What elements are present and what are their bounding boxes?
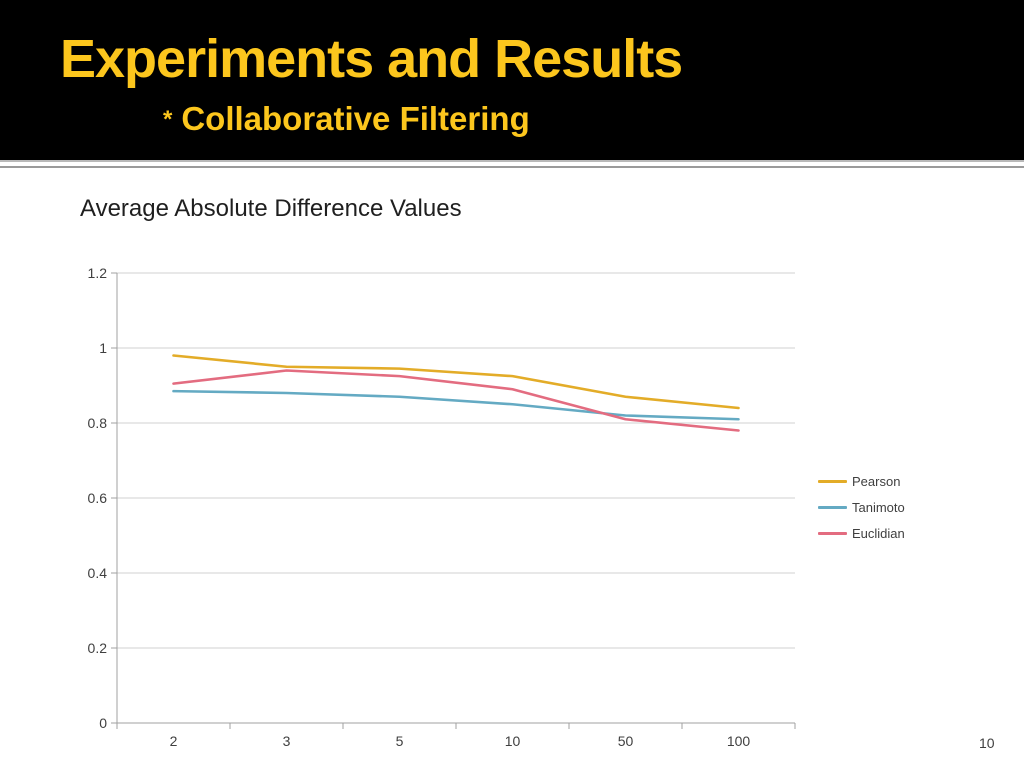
series-line-euclidian (172, 369, 740, 432)
legend-line-swatch (818, 479, 847, 483)
y-axis-label: 0.2 (88, 640, 108, 656)
legend-line-swatch (818, 505, 847, 509)
series-line-tanimoto (172, 389, 740, 421)
slide-subtitle-text: Collaborative Filtering (181, 100, 530, 137)
x-axis-label: 5 (396, 733, 404, 749)
y-axis-label: 0 (99, 715, 107, 731)
slide-title: Experiments and Results (60, 29, 683, 89)
legend-line-swatch (818, 531, 847, 535)
x-axis-label: 50 (618, 733, 634, 749)
y-axis-label: 1.2 (88, 265, 108, 281)
page-number: 10 (979, 735, 995, 751)
chart-title: Average Absolute Difference Values (80, 195, 462, 222)
legend-label: Tanimoto (852, 499, 905, 515)
y-axis-label: 1 (99, 340, 107, 356)
header-divider-light (0, 160, 1024, 162)
header-divider-dark (0, 166, 1024, 168)
x-axis-label: 100 (727, 733, 751, 749)
y-axis-label: 0.6 (88, 490, 108, 506)
x-axis-label: 10 (505, 733, 521, 749)
asterisk-bullet: * (163, 106, 173, 133)
y-axis-label: 0.4 (88, 565, 108, 581)
chart-legend: Pearson Tanimoto Euclidian (818, 473, 905, 541)
legend-label: Euclidian (852, 525, 905, 541)
x-axis-label: 2 (170, 733, 178, 749)
legend-item-tanimoto: Tanimoto (818, 499, 905, 515)
y-axis-label: 0.8 (88, 415, 108, 431)
legend-item-euclidian: Euclidian (818, 525, 905, 541)
series-line-pearson (172, 354, 740, 410)
slide-header: Experiments and Results * Collaborative F… (0, 0, 1024, 160)
legend-label: Pearson (852, 473, 901, 489)
slide-subtitle: * Collaborative Filtering (163, 100, 530, 138)
x-axis-label: 3 (283, 733, 291, 749)
legend-item-pearson: Pearson (818, 473, 905, 489)
